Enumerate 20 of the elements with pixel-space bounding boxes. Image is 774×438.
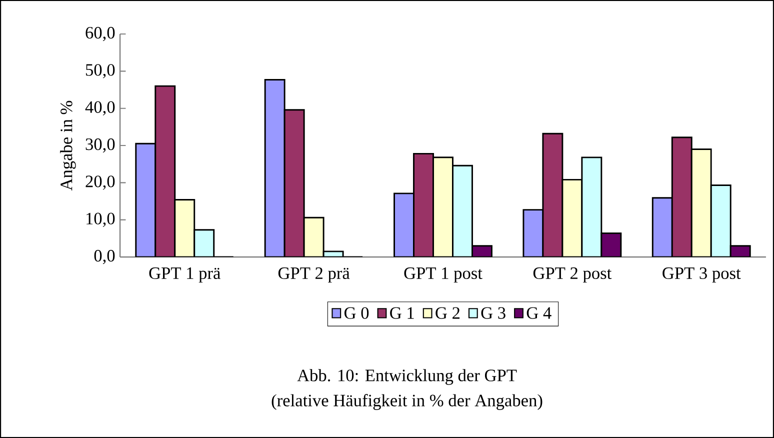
y-axis-title: Angabe in % (60, 100, 76, 191)
y-tick-label: 10,0 (86, 212, 115, 227)
y-tick-label: 60,0 (86, 26, 115, 42)
legend-label: G 3 (481, 307, 506, 319)
text: (relative Häufigkeit in % der Angaben) (272, 394, 542, 410)
x-tick-label: GPT 1 prä (149, 267, 220, 283)
legend-label: G 4 (526, 307, 552, 319)
y-tick-label: 40,0 (85, 101, 115, 116)
y-tick-label: 0,0 (94, 250, 115, 264)
y-tick-label: 30,0 (86, 138, 115, 153)
x-tick-label: GPT 2 prä (278, 267, 350, 283)
legend-label: G 2 (436, 307, 460, 319)
legend-label: G 1 (390, 307, 414, 319)
legend-label: G 0 (344, 307, 369, 319)
x-tick-label: GPT 3 post (662, 267, 741, 283)
y-tick-label: 20,0 (86, 176, 115, 190)
x-tick-label: GPT 2 post (533, 267, 612, 283)
x-tick-label: GPT 1 post (404, 267, 482, 283)
caption: Abb. 10: Entwicklung der GPT (297, 369, 517, 385)
y-tick-label: 50,0 (86, 64, 115, 78)
